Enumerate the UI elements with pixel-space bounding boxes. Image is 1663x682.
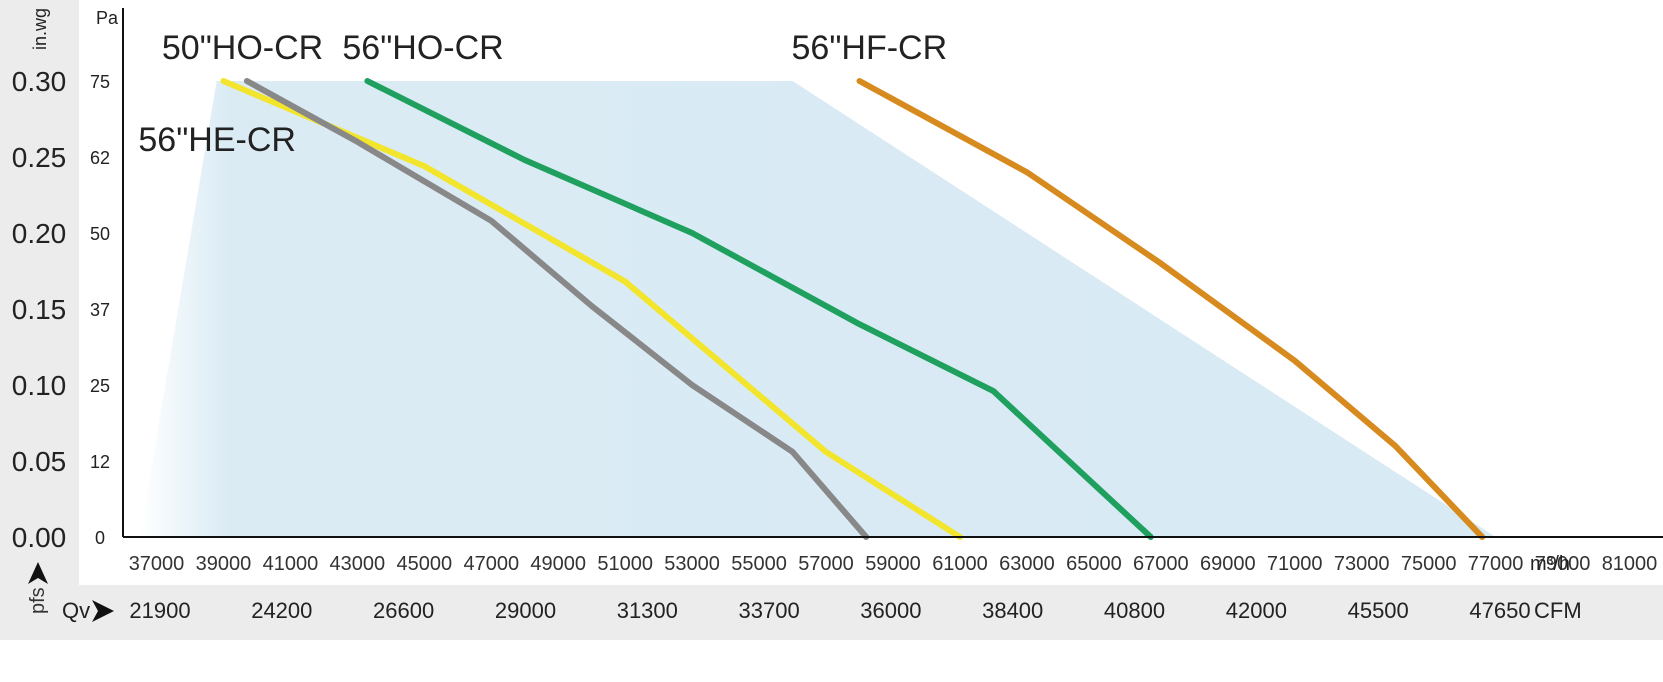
- x-tick-label: 37000: [129, 553, 185, 575]
- x-tick-label: 59000: [865, 553, 921, 575]
- pa-tick-label: 37: [90, 300, 110, 320]
- cfm-value: 40800: [1104, 598, 1165, 623]
- inwg-tick-label: 0.00: [12, 522, 67, 553]
- x-tick-label: 71000: [1267, 553, 1323, 575]
- cfm-value: 45500: [1348, 598, 1409, 623]
- pa-tick-label: 62: [90, 148, 110, 168]
- series-label-1: 50"HO-CR: [162, 29, 323, 67]
- pa-tick-label: 75: [90, 72, 110, 92]
- pa-tick-label: 25: [90, 376, 110, 396]
- x-tick-label: 73000: [1334, 553, 1390, 575]
- series-label-2: 56"HO-CR: [342, 29, 503, 67]
- x-tick-label: 41000: [263, 553, 319, 575]
- inwg-tick-label: 0.25: [12, 142, 67, 173]
- cfm-value: 36000: [860, 598, 921, 623]
- pa-tick-label: 50: [90, 224, 110, 244]
- x-tick-label: 49000: [530, 553, 586, 575]
- x-unit-label: m³/h: [1530, 553, 1570, 575]
- cfm-value: 21900: [129, 598, 190, 623]
- cfm-values: 21900 24200 26600 29000 31300 33700 36000 38400…: [129, 598, 1530, 623]
- right-arrow-icon: [92, 600, 114, 622]
- qv-label: Qv: [62, 598, 90, 623]
- inwg-strip: [0, 0, 79, 585]
- up-arrow-icon: [28, 562, 48, 584]
- series-line-0: [220, 78, 963, 540]
- x-tick-label: 61000: [932, 553, 988, 575]
- x-tick-label: 81000: [1602, 553, 1658, 575]
- x-tick-label: 77000: [1468, 553, 1524, 575]
- performance-envelope: [139, 81, 1496, 537]
- cfm-value: 33700: [739, 598, 800, 623]
- series-label-0: 56"HE-CR: [138, 121, 296, 159]
- x-tick-label: 69000: [1200, 553, 1256, 575]
- x-tick-labels: 37000 39000 41000 43000 45000 47000 49000 51000…: [129, 553, 1658, 575]
- cfm-value: 24200: [251, 598, 312, 623]
- inwg-tick-label: 0.10: [12, 370, 67, 401]
- cfm-value: 26600: [373, 598, 434, 623]
- series-layer: [220, 78, 1486, 540]
- x-tick-label: 39000: [196, 553, 252, 575]
- x-tick-label: 79000: [1535, 553, 1591, 575]
- pa-tick-label: 0: [95, 528, 105, 548]
- x-tick-label: 75000: [1401, 553, 1457, 575]
- x-tick-label: 47000: [463, 553, 519, 575]
- cfm-unit-label: CFM: [1534, 598, 1582, 623]
- x-tick-label: 57000: [798, 553, 854, 575]
- x-tick-label: 63000: [999, 553, 1055, 575]
- series-line-2: [364, 78, 1154, 540]
- pa-axis-label: Pa: [96, 8, 119, 28]
- pfs-label: pfs: [27, 587, 49, 614]
- cfm-value: 31300: [617, 598, 678, 623]
- x-tick-label: 45000: [396, 553, 452, 575]
- x-tick-label: 43000: [329, 553, 385, 575]
- x-tick-label: 55000: [731, 553, 787, 575]
- envelope-area: [139, 81, 1496, 537]
- x-tick-label: 51000: [597, 553, 653, 575]
- series-labels: 56"HE-CR 50"HO-CR 56"HO-CR 56"HF-CR: [138, 29, 947, 159]
- x-tick-label: 67000: [1133, 553, 1189, 575]
- pa-tick-label: 12: [90, 452, 110, 472]
- pa-tick-labels: 75 62 50 37 25 12 0: [90, 72, 110, 548]
- series-line-1: [243, 78, 870, 540]
- x-tick-label: 53000: [664, 553, 720, 575]
- inwg-tick-label: 0.30: [12, 66, 67, 97]
- cfm-value: 38400: [982, 598, 1043, 623]
- cfm-band: [0, 585, 1663, 640]
- series-line-3: [856, 78, 1486, 540]
- inwg-tick-label: 0.05: [12, 446, 67, 477]
- inwg-axis-label: in.wg: [30, 8, 50, 50]
- series-label-3: 56"HF-CR: [792, 29, 948, 67]
- inwg-tick-label: 0.20: [12, 218, 67, 249]
- cfm-value: 29000: [495, 598, 556, 623]
- x-tick-label: 65000: [1066, 553, 1122, 575]
- inwg-tick-label: 0.15: [12, 294, 67, 325]
- cfm-value: 47650: [1469, 598, 1530, 623]
- inwg-tick-labels: 0.30 0.25 0.20 0.15 0.10 0.05 0.00: [12, 66, 67, 553]
- cfm-value: 42000: [1226, 598, 1287, 623]
